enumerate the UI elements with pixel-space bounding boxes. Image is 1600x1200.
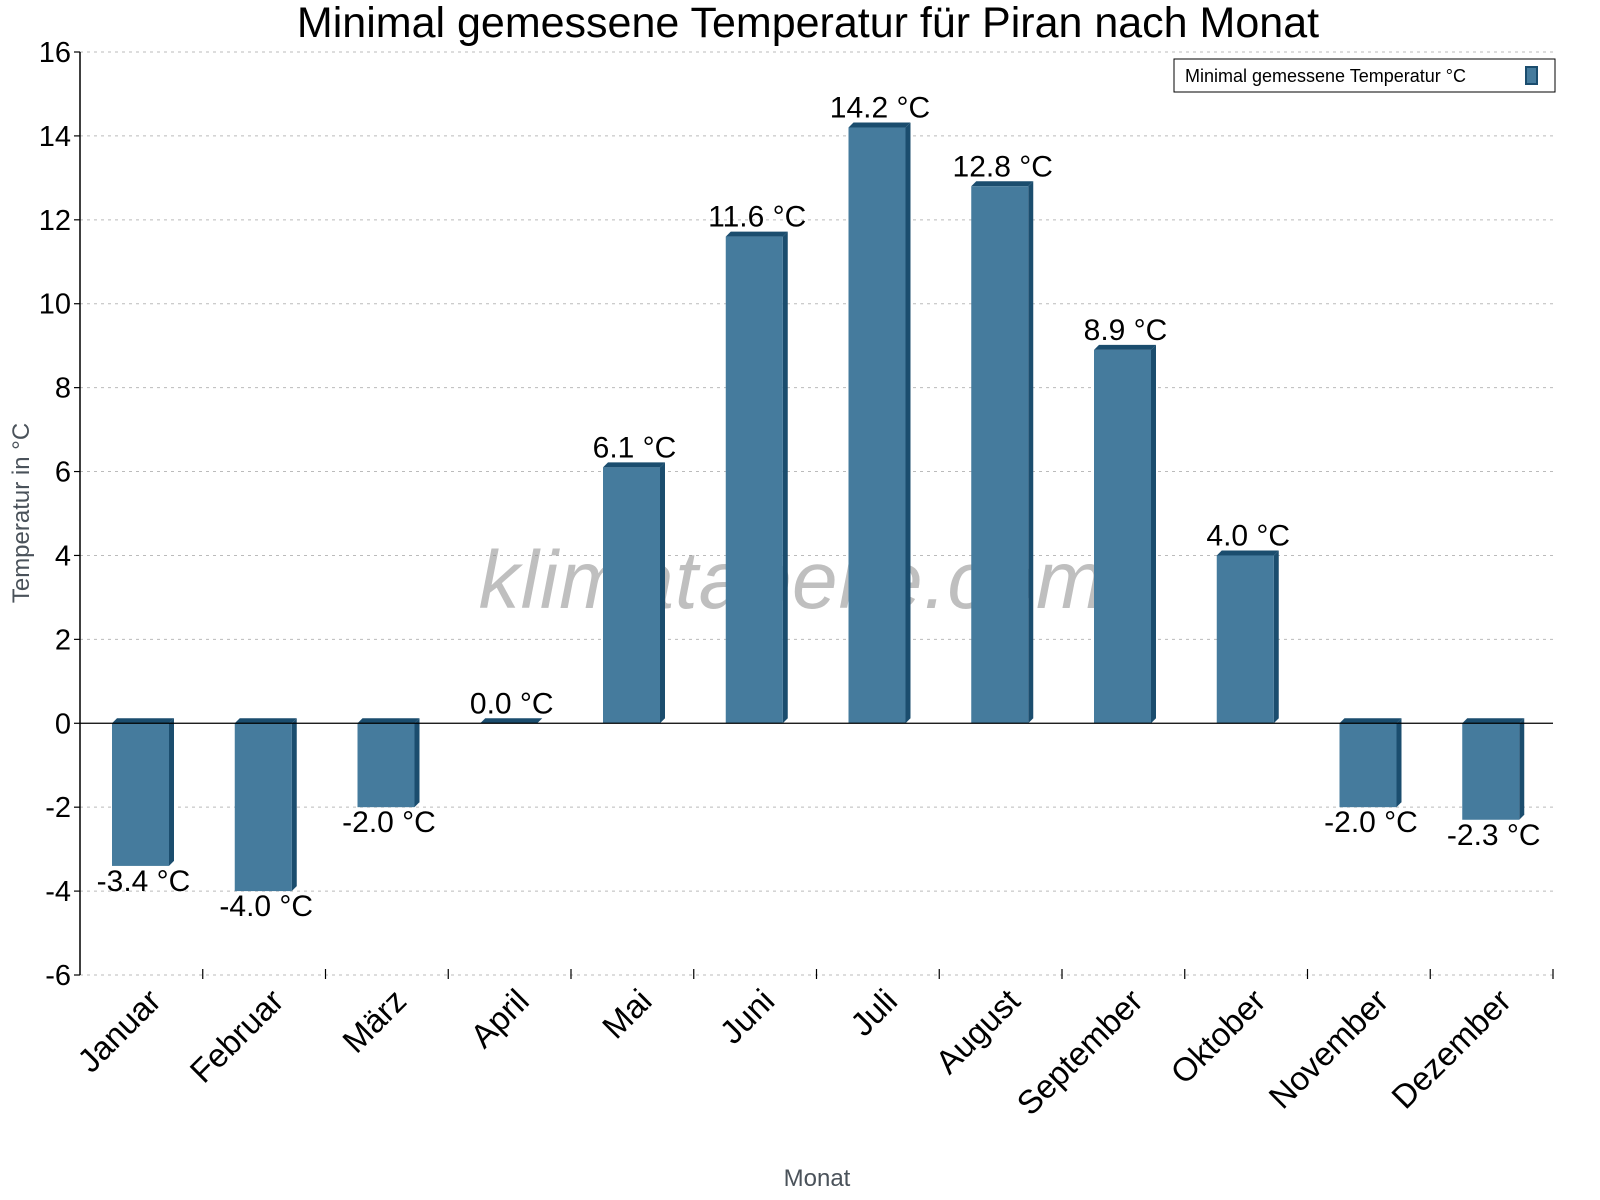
bar: -3.4 °C [97, 718, 191, 898]
bar: -2.0 °C [1324, 718, 1418, 839]
bar-face [971, 186, 1029, 724]
bar-top [725, 231, 788, 237]
y-tick-label: 0 [55, 708, 71, 740]
bar-side [905, 122, 911, 724]
bar-face [603, 467, 660, 724]
x-tick-label: Juni [712, 982, 781, 1051]
y-tick-label: -4 [45, 876, 71, 908]
bar-top [1339, 718, 1402, 724]
bar-face [1216, 555, 1274, 724]
bar-value-label: 14.2 °C [830, 92, 930, 125]
y-axis-ticks: -6 -4 -2 0 2 4 6 8 10 12 14 16 [39, 37, 80, 992]
bar-face [1094, 349, 1151, 724]
bar-top [480, 718, 543, 724]
bar-value-label: -3.4 °C [97, 865, 191, 898]
bar: -4.0 °C [219, 718, 313, 923]
x-tick-label: November [1261, 982, 1395, 1116]
bar: 0.0 °C [470, 687, 554, 724]
bar-series: -3.4 °C -4.0 °C -2.0 °C 0.0 °C 6.1 °C 11.6 °C… [97, 92, 1541, 924]
bar-side [1273, 550, 1279, 724]
bar-top [357, 718, 420, 724]
bar-face [848, 127, 906, 724]
y-tick-label: -2 [45, 792, 71, 824]
bar: 4.0 °C [1206, 519, 1290, 724]
y-tick-label: 10 [39, 289, 71, 321]
legend-box [1173, 58, 1556, 93]
bar-face [1462, 723, 1520, 820]
bar-value-label: 0.0 °C [470, 687, 554, 720]
bar: 8.9 °C [1084, 314, 1168, 724]
bar-top [112, 718, 174, 724]
bar-value-label: -2.0 °C [1324, 806, 1418, 839]
bar-side [782, 231, 788, 724]
x-tick-label: Dezember [1384, 982, 1518, 1116]
y-tick-label: 6 [55, 457, 71, 489]
x-tick-label: Februar [183, 982, 291, 1090]
x-tick-label: Oktober [1163, 982, 1272, 1091]
bar-side [1519, 718, 1525, 820]
bar: 14.2 °C [830, 92, 930, 724]
bar-value-label: -2.3 °C [1447, 819, 1541, 852]
bar-top [1216, 550, 1279, 556]
bar-value-label: 6.1 °C [593, 431, 677, 464]
bar-side [1396, 718, 1402, 808]
bar-side [1151, 344, 1156, 724]
bar-top [1094, 344, 1156, 350]
bar-value-label: 8.9 °C [1084, 314, 1168, 347]
bar-side [660, 462, 665, 724]
y-tick-label: 4 [55, 540, 71, 572]
bar-top [234, 718, 297, 724]
bar-value-label: 12.8 °C [953, 150, 1053, 183]
bar-side [1028, 181, 1034, 724]
y-tick-label: -6 [45, 960, 71, 992]
bar-face [725, 236, 783, 724]
bar-top [848, 122, 911, 128]
legend-swatch-icon [1525, 66, 1538, 85]
x-tick-label: April [463, 982, 536, 1055]
y-tick-label: 16 [39, 37, 71, 69]
bar-face [234, 723, 292, 892]
x-axis-ticks: Januar Februar März April Mai Juni Juli AugustS… [70, 969, 1554, 1122]
chart-title: Minimal gemessene Temperatur für Piran n… [297, 0, 1319, 47]
x-tick-label: Januar [70, 982, 168, 1080]
bar-side [414, 718, 420, 808]
bar: 12.8 °C [953, 150, 1053, 724]
legend-label: Minimal gemessene Temperatur °C [1185, 66, 1466, 86]
bar-face [112, 723, 169, 866]
y-tick-label: 12 [39, 205, 71, 237]
x-tick-label: August [928, 982, 1027, 1081]
bar: -2.3 °C [1447, 718, 1541, 852]
x-tick-label: März [335, 982, 413, 1060]
bar-face [1339, 723, 1397, 808]
bar-top [603, 462, 665, 468]
bar-value-label: 4.0 °C [1206, 519, 1290, 552]
bar-value-label: -4.0 °C [219, 890, 313, 923]
bar: 11.6 °C [708, 201, 806, 724]
y-tick-label: 14 [39, 121, 71, 153]
bar-top [971, 181, 1034, 187]
y-tick-label: 2 [55, 624, 71, 656]
bar-face [357, 723, 415, 808]
y-tick-label: 8 [55, 373, 71, 405]
bar-value-label: 11.6 °C [708, 201, 806, 234]
grid-lines [80, 51, 1553, 976]
bar: -2.0 °C [342, 718, 436, 839]
bar-side [291, 718, 297, 892]
x-tick-label: September [1009, 982, 1149, 1122]
bar-value-label: -2.0 °C [342, 806, 436, 839]
bar-top [1462, 718, 1525, 724]
axes [79, 52, 1553, 975]
x-tick-label: Mai [595, 982, 659, 1046]
bar: 6.1 °C [593, 431, 677, 724]
x-tick-label: Juli [843, 982, 904, 1043]
legend: Minimal gemessene Temperatur °C [1173, 58, 1556, 93]
y-axis-title: Temperatur in °C [8, 423, 35, 603]
bar-side [169, 718, 174, 866]
x-axis-title: Monat [784, 1165, 851, 1192]
